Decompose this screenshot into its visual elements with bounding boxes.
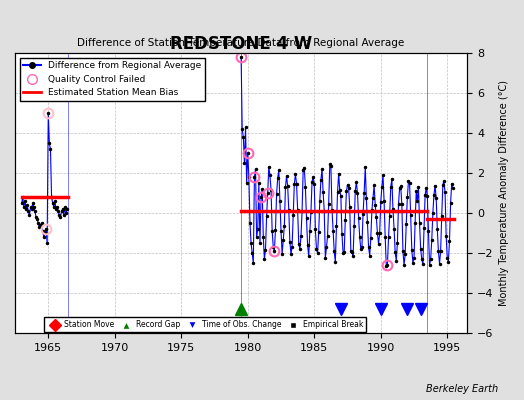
Title: REDSTONE 4 W: REDSTONE 4 W	[170, 35, 312, 53]
Text: Difference of Station Temperature Data from Regional Average: Difference of Station Temperature Data f…	[78, 38, 405, 48]
Legend: Station Move, Record Gap, Time of Obs. Change, Empirical Break: Station Move, Record Gap, Time of Obs. C…	[44, 317, 366, 332]
Text: Berkeley Earth: Berkeley Earth	[425, 384, 498, 394]
Y-axis label: Monthly Temperature Anomaly Difference (°C): Monthly Temperature Anomaly Difference (…	[499, 80, 509, 306]
